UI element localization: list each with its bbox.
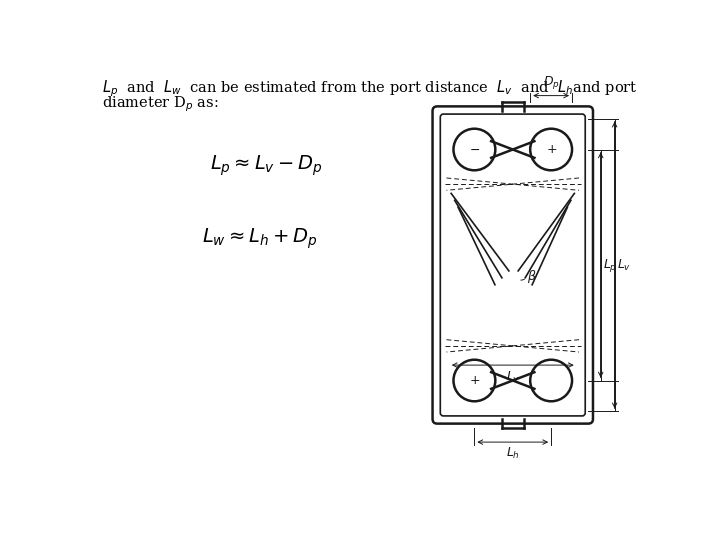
- Text: $D_p$: $D_p$: [543, 74, 559, 91]
- Text: $L_h$: $L_h$: [506, 446, 520, 461]
- Text: $-$: $-$: [469, 143, 480, 156]
- Text: $+$: $+$: [546, 143, 557, 156]
- Text: $L_p$  and  $L_w$  can be estimated from the port distance  $L_v$  and  $L_h$and: $L_p$ and $L_w$ can be estimated from th…: [102, 79, 637, 99]
- Text: $\beta$: $\beta$: [527, 268, 536, 285]
- Text: diameter D$_p$ as:: diameter D$_p$ as:: [102, 94, 218, 113]
- Text: $L_v$: $L_v$: [505, 370, 520, 385]
- Text: $L_v$: $L_v$: [617, 258, 631, 273]
- Text: $L_p \approx L_v - D_p$: $L_p \approx L_v - D_p$: [210, 153, 323, 178]
- Text: $+$: $+$: [469, 374, 480, 387]
- Text: $L_w \approx L_h + D_p$: $L_w \approx L_h + D_p$: [202, 226, 318, 251]
- Text: $L_p$: $L_p$: [603, 256, 617, 273]
